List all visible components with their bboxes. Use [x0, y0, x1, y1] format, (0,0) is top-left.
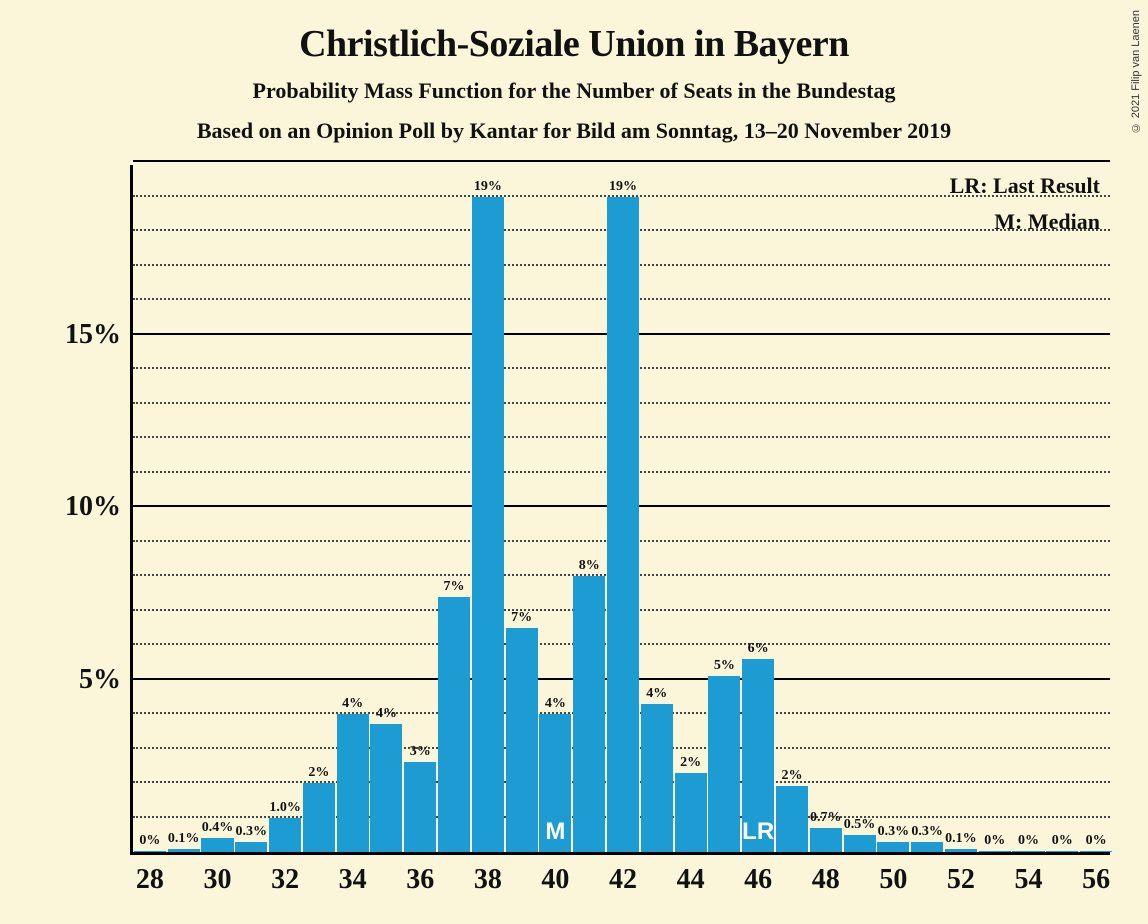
bar: 0%	[1046, 851, 1078, 852]
grid-major-line	[133, 160, 1110, 162]
x-axis-label: 38	[474, 852, 502, 896]
chart-subtitle-1: Probability Mass Function for the Number…	[0, 78, 1148, 104]
bar: 0.4%	[201, 838, 233, 852]
bar-value-label: 4%	[545, 696, 566, 714]
x-axis-label: 42	[609, 852, 637, 896]
x-axis-label: 56	[1082, 852, 1110, 896]
legend-m: M: Median	[950, 209, 1100, 235]
bar-value-label: 0%	[1018, 833, 1039, 851]
bar-value-label: 3%	[410, 744, 431, 762]
bar: 0%	[1080, 851, 1112, 852]
bar-value-label: 0%	[139, 833, 160, 851]
y-axis-label: 15%	[65, 319, 133, 351]
bar-value-label: 4%	[342, 696, 363, 714]
bar: 0%	[979, 851, 1011, 852]
bar-value-label: 2%	[781, 768, 802, 786]
bar: 0%	[134, 851, 166, 852]
bar-value-label: 6%	[748, 641, 769, 659]
bar-value-label: 7%	[511, 610, 532, 628]
bar: 2%	[675, 773, 707, 852]
bar: 0%	[1012, 851, 1044, 852]
bar: 5%	[708, 676, 740, 852]
x-axis-label: 44	[677, 852, 705, 896]
bar: 2%	[303, 783, 335, 852]
bar-value-label: 4%	[376, 706, 397, 724]
bar-value-label: 19%	[474, 179, 502, 197]
x-axis-label: 34	[339, 852, 367, 896]
bar-value-label: 0.5%	[844, 817, 876, 835]
bar: 19%	[472, 197, 504, 853]
bar-value-label: 8%	[579, 558, 600, 576]
bar: 0.3%	[877, 842, 909, 852]
plot-area: LR: Last Result M: Median 5%10%15%283032…	[130, 165, 1110, 855]
chart-subtitle-2: Based on an Opinion Poll by Kantar for B…	[0, 118, 1148, 144]
bar: 0.5%	[844, 835, 876, 852]
title-block: Christlich-Soziale Union in Bayern Proba…	[0, 0, 1148, 144]
bar: 0.7%	[810, 828, 842, 852]
marker-lr: LR	[742, 818, 774, 846]
x-axis-label: 28	[136, 852, 164, 896]
bar-value-label: 0.1%	[168, 831, 200, 849]
bar-value-label: 0%	[1052, 833, 1073, 851]
bar: 8%	[573, 576, 605, 852]
chart-container: LR: Last Result M: Median 5% 10% 15% 28 30 32…	[40, 165, 1110, 905]
bar: 7%	[438, 597, 470, 852]
bar: 1.0%	[269, 818, 301, 853]
bar: 2%	[776, 786, 808, 852]
copyright-text: © 2021 Filip van Laenen	[1130, 10, 1142, 133]
bar-value-label: 0.3%	[878, 824, 910, 842]
bar-value-label: 0.3%	[236, 824, 268, 842]
bar-value-label: 0%	[1086, 833, 1107, 851]
x-axis-label: 32	[271, 852, 299, 896]
bar-value-label: 0.4%	[202, 820, 234, 838]
x-axis-label: 46	[744, 852, 772, 896]
bar-value-label: 5%	[714, 658, 735, 676]
bar-value-label: 19%	[609, 179, 637, 197]
y-axis-label: 5%	[79, 664, 133, 696]
x-axis-label: 36	[406, 852, 434, 896]
bar: 4%	[337, 714, 369, 852]
bar-value-label: 0.7%	[810, 810, 842, 828]
marker-m: M	[545, 818, 565, 846]
bar: 0.3%	[235, 842, 267, 852]
x-axis-label: 52	[947, 852, 975, 896]
y-axis-label: 10%	[65, 491, 133, 523]
x-axis-label: 40	[541, 852, 569, 896]
bar-value-label: 2%	[308, 765, 329, 783]
bar: 0.3%	[911, 842, 943, 852]
chart-title: Christlich-Soziale Union in Bayern	[0, 22, 1148, 66]
x-axis-label: 54	[1015, 852, 1043, 896]
bar-value-label: 4%	[646, 686, 667, 704]
bar-value-label: 0%	[984, 833, 1005, 851]
bar-value-label: 1.0%	[269, 800, 301, 818]
bar: 4%	[370, 724, 402, 852]
x-axis-label: 48	[812, 852, 840, 896]
bar-value-label: 2%	[680, 755, 701, 773]
bar: 0.1%	[168, 849, 200, 852]
bar: 3%	[404, 762, 436, 852]
bar-value-label: 0.3%	[911, 824, 943, 842]
bar-value-label: 7%	[444, 579, 465, 597]
bar-value-label: 0.1%	[945, 831, 977, 849]
legend: LR: Last Result M: Median	[950, 173, 1100, 245]
x-axis-label: 30	[203, 852, 231, 896]
bar: 4%	[641, 704, 673, 852]
bar: 19%	[607, 197, 639, 853]
x-axis-label: 50	[879, 852, 907, 896]
bar: 0.1%	[945, 849, 977, 852]
bar: 7%	[506, 628, 538, 852]
